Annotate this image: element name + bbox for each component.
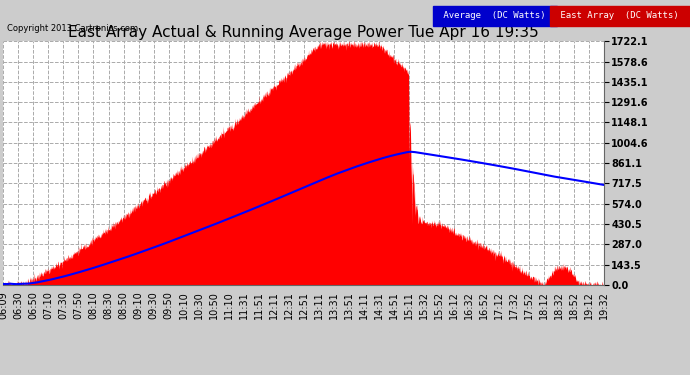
Title: East Array Actual & Running Average Power Tue Apr 16 19:35: East Array Actual & Running Average Powe… xyxy=(68,25,539,40)
Text: Average  (DC Watts): Average (DC Watts) xyxy=(438,11,551,20)
Text: East Array  (DC Watts): East Array (DC Watts) xyxy=(555,11,684,20)
Text: Copyright 2013 Cartronics.com: Copyright 2013 Cartronics.com xyxy=(7,24,138,33)
